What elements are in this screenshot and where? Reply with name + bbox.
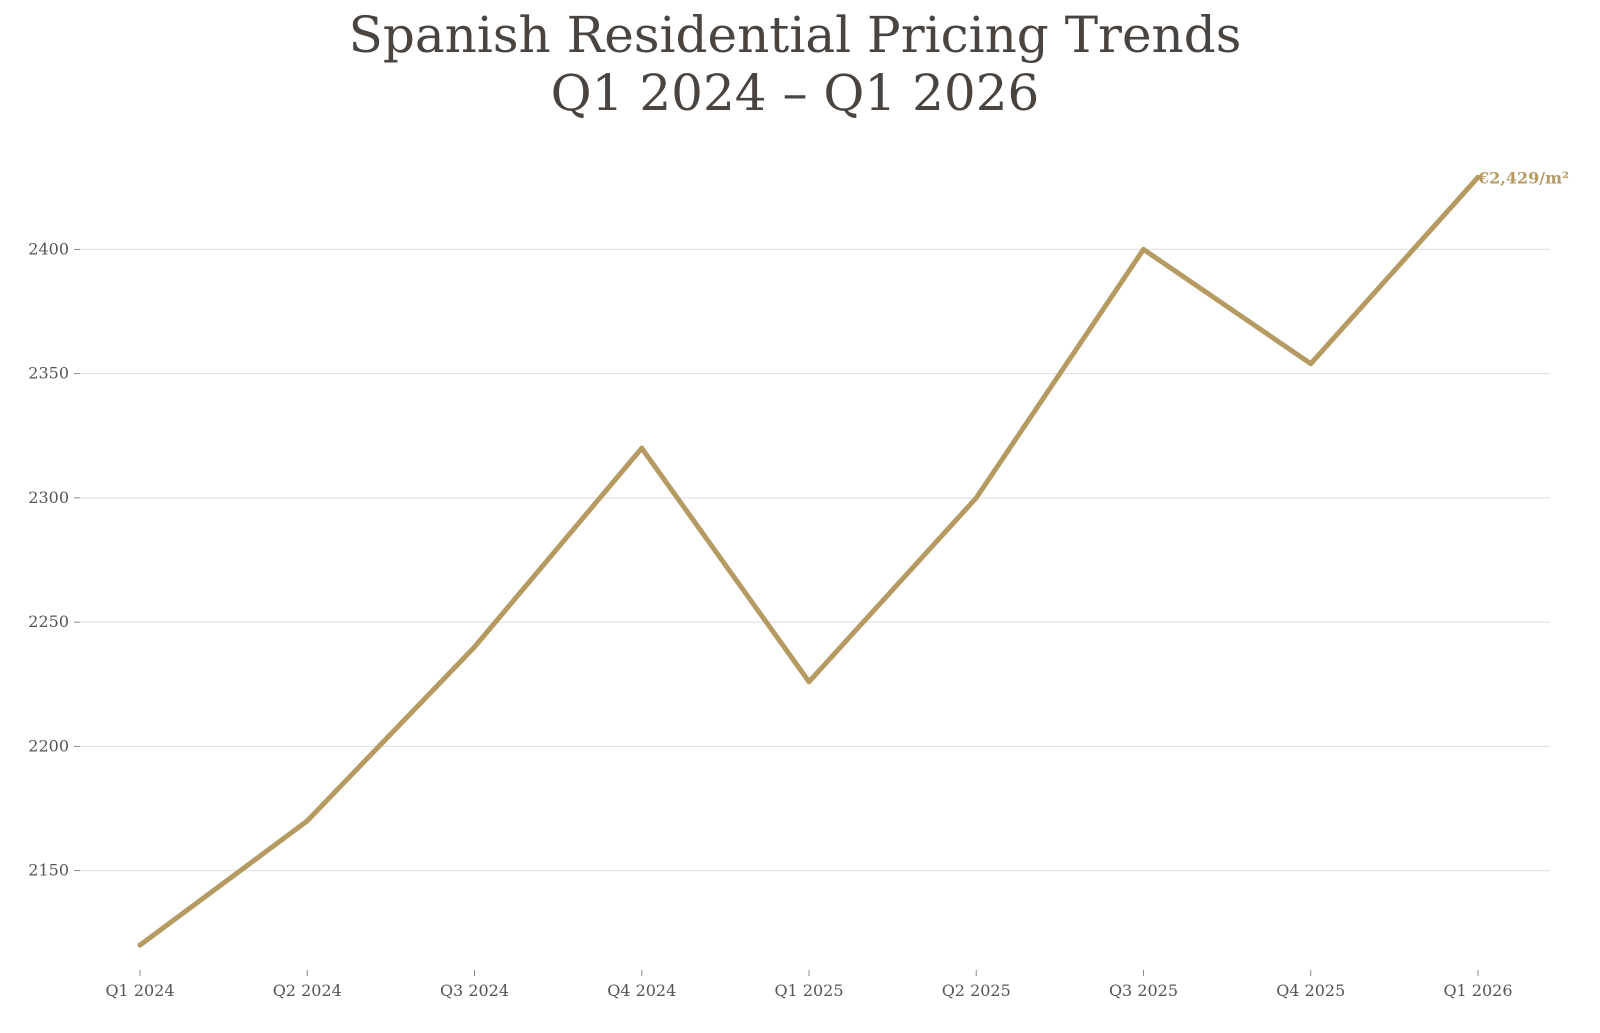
y-tick-label: 2250	[28, 612, 69, 631]
data-point	[472, 644, 477, 650]
x-tick-label: Q1 2025	[774, 981, 843, 1000]
x-tick-label: Q1 2026	[1443, 981, 1512, 1000]
end-value-label: €2,429/m²	[1477, 168, 1569, 187]
chart-subtitle: Q1 2024 – Q1 2026	[550, 64, 1040, 122]
x-tick-label: Q4 2024	[607, 981, 676, 1000]
y-tick-label: 2300	[28, 488, 69, 507]
data-point	[973, 495, 979, 501]
chart-title-line1: Spanish Residential Pricing Trends	[348, 6, 1242, 64]
data-point	[304, 818, 310, 824]
x-tick-label: Q3 2024	[440, 981, 509, 1000]
y-tick-label: 2150	[28, 861, 69, 880]
annotations: €2,429/m²	[1477, 168, 1569, 187]
x-tick-label: Q4 2025	[1276, 981, 1345, 1000]
chart-title: Spanish Residential Pricing Trends Q1 20…	[0, 6, 1590, 122]
x-tick-label: Q3 2025	[1109, 981, 1178, 1000]
y-tick-label: 2200	[28, 736, 69, 755]
y-tick-label: 2400	[28, 239, 69, 258]
x-tick-label: Q1 2024	[105, 981, 174, 1000]
data-point	[137, 942, 143, 948]
data-point	[806, 679, 812, 685]
y-tick-label: 2350	[28, 364, 69, 383]
series-layer	[137, 174, 1481, 948]
x-tick-label: Q2 2025	[942, 981, 1011, 1000]
gridlines	[80, 248, 1550, 872]
x-tick-label: Q2 2024	[273, 981, 342, 1000]
series-line-0	[137, 174, 1481, 948]
data-point	[1141, 246, 1146, 252]
axes: 2150 2200 2250 2300 2350 2400 Q1 2024 Q2 2024 Q3…	[28, 239, 1512, 1000]
data-point	[639, 445, 645, 451]
data-point	[1308, 361, 1314, 367]
data-point	[1475, 174, 1481, 180]
